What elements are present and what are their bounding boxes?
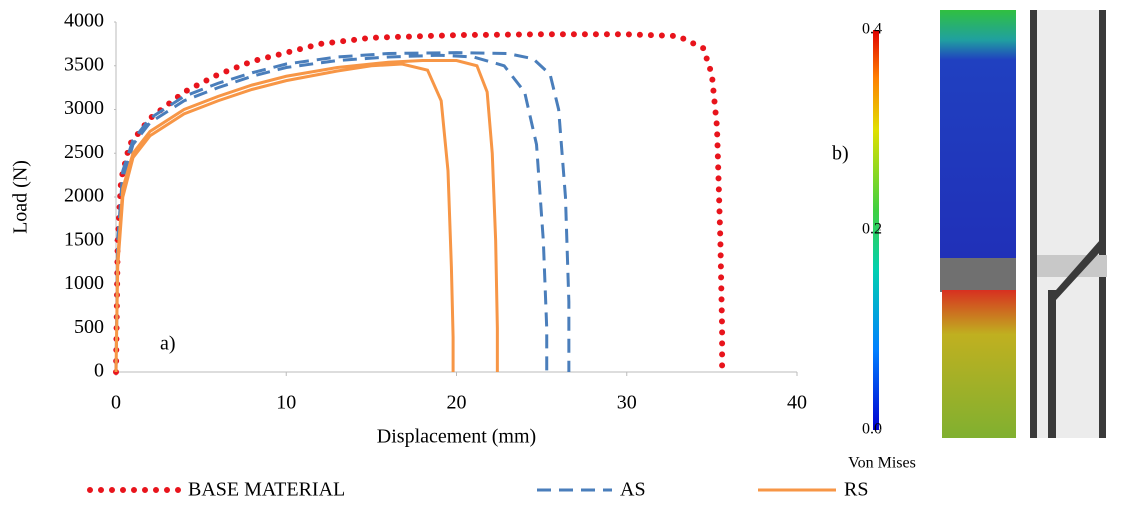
x-tick-label: 0: [111, 392, 121, 414]
x-tick-label: 20: [447, 392, 467, 414]
x-tick-label: 10: [276, 392, 296, 414]
y-tick-label: 0: [94, 360, 104, 382]
y-tick-label: 1500: [64, 228, 104, 250]
specimen-image-b: [940, 10, 1016, 438]
legend-label: RS: [844, 479, 868, 501]
series-line: [114, 59, 499, 373]
specimen-image-c: [1030, 10, 1107, 438]
colorbar-tick-label: 0.2: [862, 221, 882, 238]
x-tick-label: 30: [617, 392, 637, 414]
legend-label: AS: [620, 479, 646, 501]
y-axis-label: Load (N): [10, 160, 32, 234]
y-tick-label: 500: [74, 316, 104, 338]
series-line: [113, 31, 726, 375]
y-tick-label: 2500: [64, 141, 104, 163]
series-line: [114, 51, 571, 373]
legend-label: BASE MATERIAL: [188, 479, 345, 501]
annotation: b): [832, 143, 849, 165]
y-tick-label: 1000: [64, 272, 104, 294]
y-tick-label: 3000: [64, 97, 104, 119]
colorbar-label: Von Mises: [848, 455, 916, 472]
annotation: a): [160, 333, 176, 355]
colorbar-tick-label: 0.4: [862, 21, 882, 38]
x-axis-label: Displacement (mm): [377, 426, 536, 448]
y-tick-label: 3500: [64, 53, 104, 75]
x-tick-label: 40: [787, 392, 807, 414]
y-tick-label: 4000: [64, 10, 104, 32]
colorbar-tick-label: 0.0: [862, 421, 882, 438]
colorbar: [873, 30, 879, 430]
y-tick-label: 2000: [64, 185, 104, 207]
